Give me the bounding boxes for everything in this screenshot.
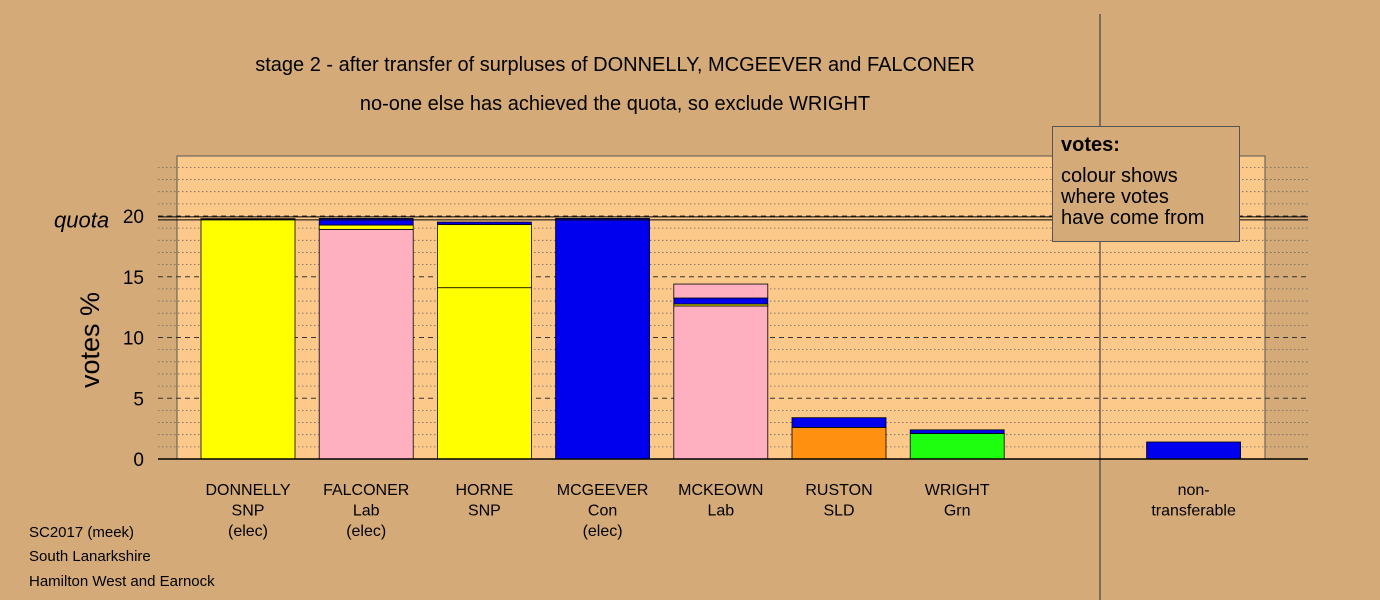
bar-segment (791, 427, 887, 460)
chart-subtitle: no-one else has achieved the quota, so e… (359, 93, 871, 115)
bar-segment (436, 287, 532, 460)
x-category-label: Grn (944, 503, 971, 520)
bar-segment (555, 218, 650, 460)
y-tick-label: 15 (123, 268, 144, 289)
bar-segment (673, 305, 769, 460)
footer-election: SC2017 (meek) (29, 524, 135, 541)
bar-segment (318, 218, 414, 226)
x-category-label: SNP (232, 503, 265, 520)
x-category-label: Con (588, 503, 617, 520)
bar-segment (318, 224, 414, 230)
bar-segment (436, 221, 532, 225)
x-category-label: non- (1178, 482, 1210, 499)
y-tick-label: 0 (133, 450, 144, 471)
x-category-label: MCGEEVER (557, 482, 649, 499)
x-category-label: RUSTON (805, 482, 872, 499)
quota-label: quota (54, 207, 109, 232)
bar-segment (1146, 441, 1241, 460)
x-category-label: (elec) (583, 523, 623, 540)
x-category-label: MCKEOWN (678, 482, 763, 499)
bar-segment (791, 417, 887, 428)
legend-line: where votes (1061, 186, 1169, 208)
x-category-label: DONNELLY (205, 482, 290, 499)
y-tick-label: 20 (123, 207, 144, 228)
legend-box: votes: colour shows where votes have com… (1052, 126, 1240, 242)
x-category-label: (elec) (228, 523, 268, 540)
x-category-label: WRIGHT (925, 482, 990, 499)
y-tick-label: 5 (133, 389, 144, 410)
bar-segment (436, 224, 532, 289)
bar-segment (909, 429, 1005, 434)
bar-segment (673, 297, 769, 305)
bar-segment (673, 283, 769, 299)
x-category-label: Lab (707, 503, 734, 520)
x-category-label: SNP (468, 503, 501, 520)
x-category-label: transferable (1151, 503, 1236, 520)
bar-segment (200, 218, 296, 460)
x-category-label: Lab (353, 503, 380, 520)
legend-line: have come from (1061, 207, 1205, 229)
y-tick-label: 10 (123, 329, 144, 350)
footer-ward: Hamilton West and Earnock (29, 573, 215, 590)
x-category-label: (elec) (346, 523, 386, 540)
x-category-label: SLD (823, 503, 854, 520)
bar-segment (200, 218, 296, 220)
x-category-label: FALCONER (323, 482, 409, 499)
bar-segment (318, 228, 414, 460)
bar-segment (909, 433, 1005, 460)
footer-council: South Lanarkshire (29, 548, 151, 565)
legend-heading: votes: (1061, 134, 1120, 156)
legend-line: colour shows (1061, 165, 1178, 187)
y-axis-label: votes % (75, 292, 105, 388)
x-category-label: HORNE (456, 482, 514, 499)
chart-title: stage 2 - after transfer of surpluses of… (255, 54, 975, 76)
